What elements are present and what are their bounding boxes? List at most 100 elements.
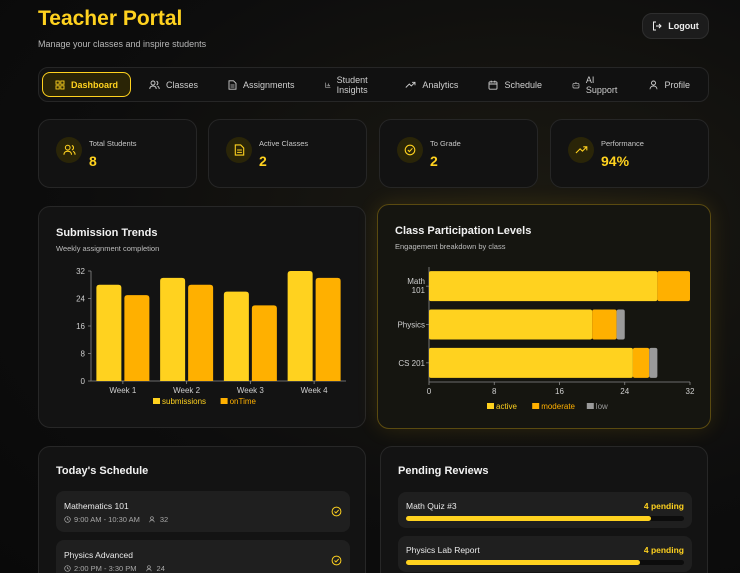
tab-ai-support[interactable]: AI Support bbox=[560, 72, 632, 97]
page-title: Teacher Portal bbox=[38, 7, 183, 30]
schedule-item[interactable]: Mathematics 101 9:00 AM - 10:30 AM 32 bbox=[56, 491, 350, 532]
y-tick-label: Physics bbox=[397, 321, 425, 330]
bar-onTime bbox=[188, 284, 214, 381]
legend-label: moderate bbox=[541, 402, 575, 411]
schedule-item[interactable]: Physics Advanced 2:00 PM - 3:30 PM 24 bbox=[56, 540, 350, 573]
tab-assignments[interactable]: Assignments bbox=[216, 72, 307, 97]
page-subtitle: Manage your classes and inspire students bbox=[38, 39, 207, 49]
tab-student-insights[interactable]: Student Insights bbox=[313, 72, 388, 97]
logout-icon bbox=[653, 21, 662, 31]
x-tick-label: 24 bbox=[620, 387, 629, 396]
tab-analytics[interactable]: Analytics bbox=[393, 72, 470, 97]
check-circle-icon[interactable] bbox=[331, 555, 342, 566]
x-tick-label: Week 1 bbox=[109, 386, 137, 395]
y-tick-label: Math bbox=[407, 277, 425, 286]
stat-card-performance: Performance 94% bbox=[550, 119, 709, 188]
card-title: Submission Trends bbox=[56, 227, 158, 239]
calendar-icon bbox=[488, 80, 498, 90]
legend-label: low bbox=[596, 402, 608, 411]
check-circle-icon[interactable] bbox=[331, 506, 342, 517]
x-tick-label: Week 2 bbox=[173, 386, 201, 395]
logout-button[interactable]: Logout bbox=[642, 13, 709, 39]
review-item[interactable]: Physics Lab Report 4 pending bbox=[398, 536, 692, 572]
y-tick-label: 24 bbox=[76, 295, 85, 304]
schedule-card: Today's Schedule Mathematics 101 9:00 AM… bbox=[38, 446, 366, 573]
review-progress-fill bbox=[406, 560, 640, 565]
y-tick-label: 8 bbox=[81, 350, 86, 359]
bar-onTime bbox=[315, 277, 341, 381]
card-title: Class Participation Levels bbox=[395, 225, 532, 237]
y-tick-label: 32 bbox=[76, 267, 85, 276]
tab-label: Assignments bbox=[243, 79, 295, 90]
x-tick-label: Week 4 bbox=[301, 386, 329, 395]
x-tick-label: 8 bbox=[492, 387, 497, 396]
review-item-count: 4 pending bbox=[643, 501, 684, 511]
schedule-item-time: 9:00 AM - 10:30 AM bbox=[74, 515, 140, 524]
legend-swatch bbox=[153, 398, 160, 404]
users-icon bbox=[149, 516, 155, 523]
bar-active bbox=[429, 309, 593, 340]
legend-label: submissions bbox=[162, 397, 206, 406]
trend-icon bbox=[405, 81, 416, 88]
main-nav: Dashboard Classes Assignments Student In… bbox=[38, 67, 709, 102]
users-icon bbox=[145, 565, 152, 572]
stat-value: 2 bbox=[259, 153, 267, 169]
x-tick-label: 0 bbox=[427, 387, 432, 396]
tab-label: Profile bbox=[664, 79, 690, 90]
submission-trends-card: Submission Trends Weekly assignment comp… bbox=[38, 206, 366, 428]
tab-profile[interactable]: Profile bbox=[637, 72, 702, 97]
document-icon bbox=[228, 79, 237, 90]
review-progress-track bbox=[406, 516, 684, 521]
tab-label: Classes bbox=[166, 79, 199, 90]
review-item-name: Math Quiz #3 bbox=[406, 501, 457, 511]
legend-label: onTime bbox=[230, 397, 257, 406]
legend-swatch bbox=[487, 403, 494, 409]
stat-card-to-grade: To Grade 2 bbox=[379, 119, 538, 188]
schedule-item-name: Mathematics 101 bbox=[64, 501, 129, 511]
bar-low bbox=[649, 347, 658, 378]
y-tick-label: 0 bbox=[81, 377, 86, 386]
review-progress-track bbox=[406, 560, 684, 565]
bar-active bbox=[429, 271, 658, 302]
legend-swatch bbox=[532, 403, 540, 409]
bar-submissions bbox=[160, 277, 186, 381]
tab-schedule[interactable]: Schedule bbox=[476, 72, 554, 97]
y-tick-label: 16 bbox=[76, 322, 85, 331]
bar-low bbox=[616, 309, 625, 340]
stat-value: 2 bbox=[430, 153, 438, 169]
stat-card-active-classes: Active Classes 2 bbox=[208, 119, 367, 188]
legend-label: active bbox=[496, 402, 517, 411]
x-tick-label: 16 bbox=[555, 387, 564, 396]
tab-classes[interactable]: Classes bbox=[137, 72, 210, 97]
pending-reviews-card: Pending Reviews Math Quiz #3 4 pending P… bbox=[380, 446, 708, 573]
bar-moderate bbox=[592, 309, 617, 340]
stat-label: Active Classes bbox=[259, 139, 309, 148]
card-title: Today's Schedule bbox=[56, 465, 149, 477]
review-item-name: Physics Lab Report bbox=[406, 545, 480, 555]
card-subtitle: Weekly assignment completion bbox=[56, 244, 160, 253]
x-tick-label: 32 bbox=[686, 387, 695, 396]
review-item[interactable]: Math Quiz #3 4 pending bbox=[398, 492, 692, 528]
clock-icon bbox=[64, 565, 71, 572]
stat-label: Total Students bbox=[89, 139, 137, 148]
users-icon bbox=[149, 80, 160, 89]
bar-chart-icon bbox=[324, 82, 330, 88]
stat-card-total-students: Total Students 8 bbox=[38, 119, 197, 188]
tab-dashboard[interactable]: Dashboard bbox=[42, 72, 132, 97]
trend-icon bbox=[575, 146, 587, 154]
legend-swatch bbox=[586, 403, 594, 409]
legend-swatch bbox=[220, 398, 228, 404]
grid-icon bbox=[55, 80, 65, 89]
y-tick-label: CS 201 bbox=[398, 359, 425, 368]
tab-label: Schedule bbox=[504, 79, 542, 90]
review-progress-fill bbox=[406, 516, 651, 521]
check-circle-icon bbox=[404, 144, 416, 156]
schedule-item-students: 32 bbox=[159, 515, 169, 524]
stat-value: 8 bbox=[89, 153, 97, 169]
x-tick-label: Week 3 bbox=[237, 386, 265, 395]
submission-trends-chart: 0 8 16 24 32 Week 1 Week 2 Week 3 Week 4 submissi… bbox=[76, 267, 346, 406]
card-subtitle: Engagement breakdown by class bbox=[395, 242, 506, 251]
bar-moderate bbox=[657, 271, 690, 302]
tab-label: Dashboard bbox=[71, 79, 119, 90]
